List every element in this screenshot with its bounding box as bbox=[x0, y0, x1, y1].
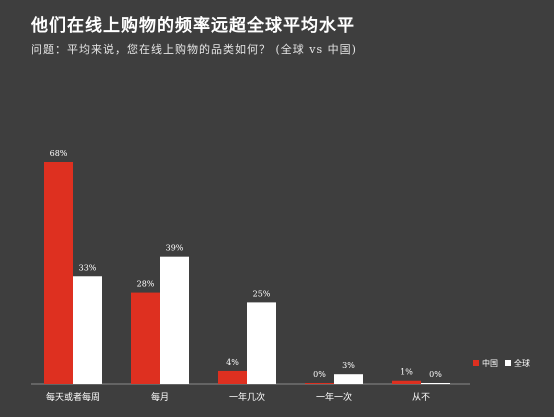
x-tick-label-4: 从不 bbox=[412, 392, 430, 403]
data-label-china-4: 1% bbox=[400, 368, 413, 377]
data-label-china-1: 28% bbox=[137, 280, 155, 289]
bar-global-3 bbox=[334, 374, 363, 384]
bar-global-1 bbox=[160, 256, 189, 384]
bar-china-0 bbox=[44, 162, 73, 384]
legend-swatch-china bbox=[473, 360, 479, 366]
data-label-china-3: 0% bbox=[313, 370, 326, 379]
x-tick-label-1: 每月 bbox=[151, 391, 169, 403]
data-label-global-0: 33% bbox=[79, 263, 97, 272]
chart-subtitle: 问题：平均来说，您在线上购物的品类如何？ (全球 vs 中国) bbox=[31, 43, 357, 56]
data-label-global-3: 3% bbox=[342, 361, 355, 370]
bar-global-2 bbox=[247, 302, 276, 384]
bar-china-1 bbox=[131, 292, 160, 384]
x-tick-label-2: 一年几次 bbox=[229, 391, 265, 403]
chart-title: 他们在线上购物的频率远超全球平均水平 bbox=[31, 16, 355, 36]
bar-global-4 bbox=[421, 383, 450, 384]
data-label-global-2: 25% bbox=[253, 289, 271, 298]
x-tick-label-3: 一年一次 bbox=[316, 391, 352, 403]
data-label-global-1: 39% bbox=[166, 244, 184, 253]
x-tick-label-0: 每天或者每周 bbox=[46, 391, 100, 403]
bar-china-4 bbox=[392, 380, 421, 384]
bar-china-3 bbox=[305, 383, 334, 384]
bar-china-2 bbox=[218, 370, 247, 384]
bar-global-0 bbox=[73, 276, 102, 384]
legend-label-global: 全球 bbox=[514, 358, 530, 368]
data-label-global-4: 0% bbox=[429, 370, 442, 379]
legend-swatch-global bbox=[505, 360, 511, 366]
legend-label-china: 中国 bbox=[482, 358, 498, 368]
data-label-china-0: 68% bbox=[50, 149, 68, 158]
data-label-china-2: 4% bbox=[226, 358, 239, 367]
